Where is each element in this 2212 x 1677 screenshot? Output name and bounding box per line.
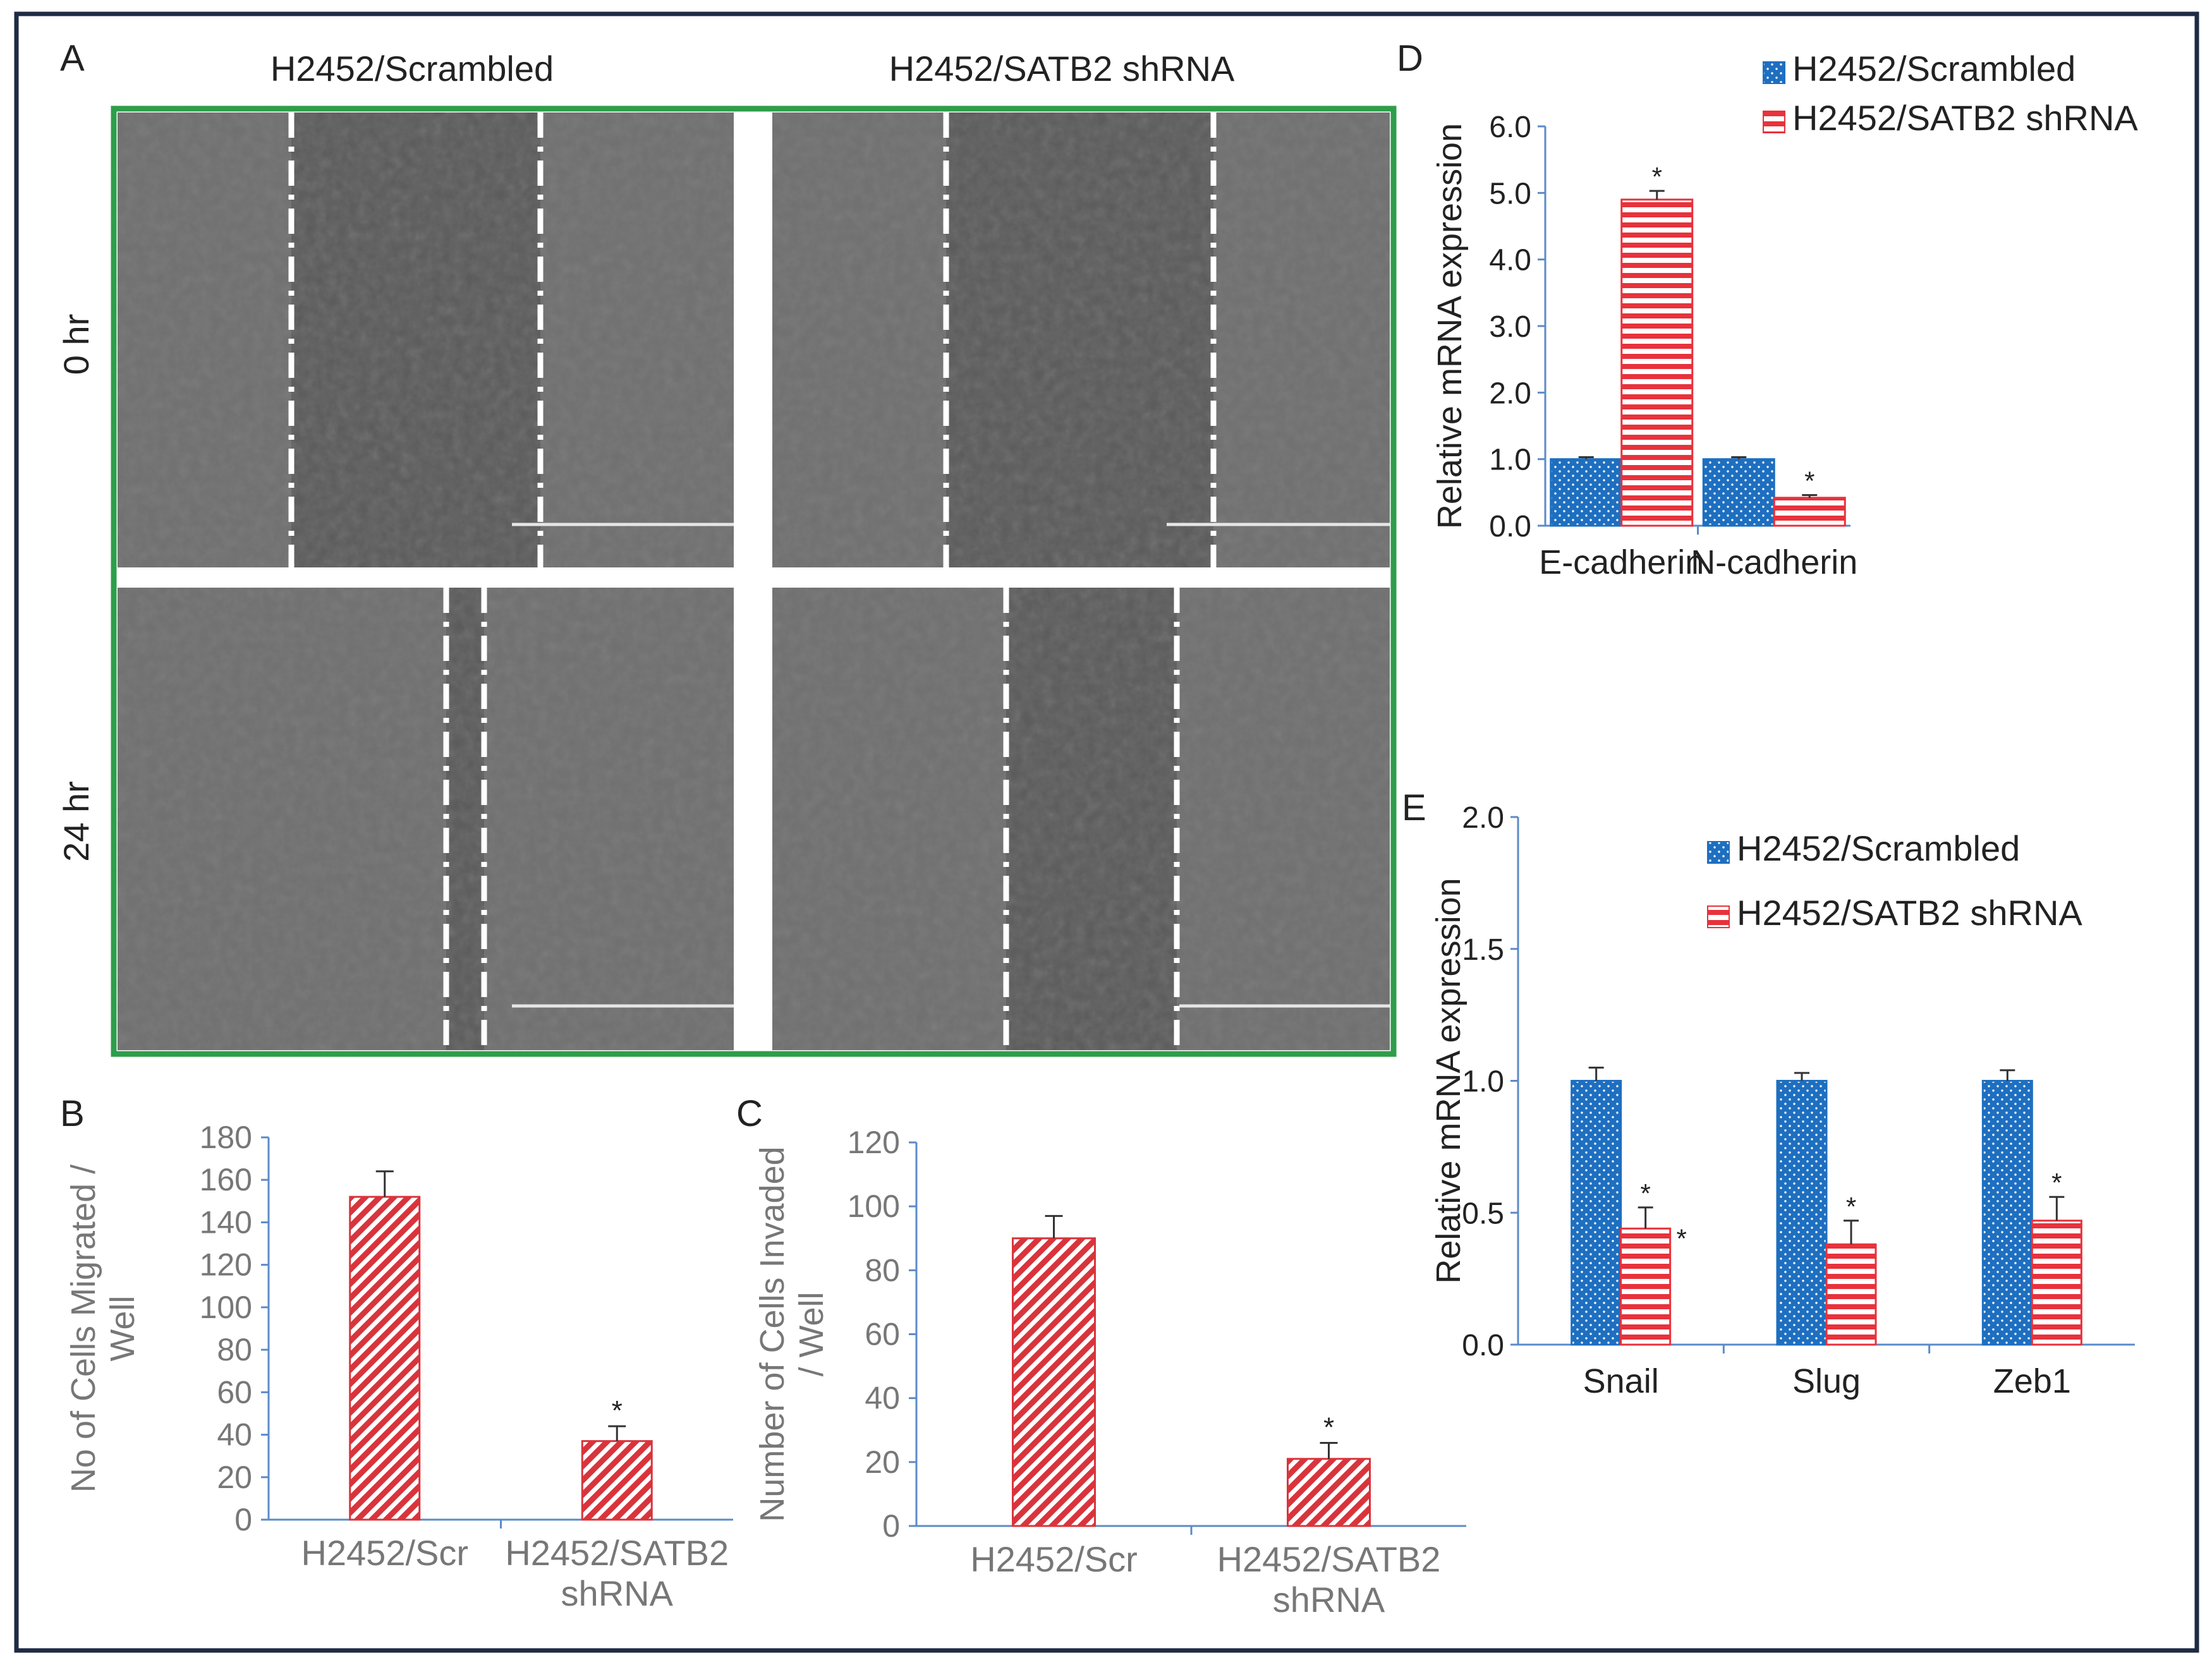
y-tick-label: 0.0 bbox=[1462, 1329, 1504, 1362]
micrograph-scrambled-24hr bbox=[118, 588, 734, 1050]
x-category-label: H2452/SATB2 bbox=[505, 1533, 729, 1573]
y-tick-label: 20 bbox=[217, 1460, 252, 1495]
bar bbox=[349, 1196, 421, 1521]
significance-marker: * bbox=[1652, 162, 1662, 191]
micrograph-scrambled-0hr bbox=[118, 112, 734, 567]
significance-marker: * bbox=[2051, 1168, 2062, 1197]
y-tick-label: 40 bbox=[217, 1417, 252, 1453]
legend-label: H2452/SATB2 shRNA bbox=[1792, 98, 2138, 138]
y-tick-label: 2.0 bbox=[1462, 801, 1504, 835]
y-tick-label: 160 bbox=[200, 1162, 252, 1197]
row-label-0hr: 0 hr bbox=[56, 314, 96, 375]
legend-swatch bbox=[1707, 841, 1730, 864]
y-tick-label: 20 bbox=[865, 1444, 900, 1480]
micrograph-shrna-24hr bbox=[772, 588, 1390, 1050]
y-tick-label: 6.0 bbox=[1489, 111, 1531, 144]
y-tick-label: 120 bbox=[848, 1125, 900, 1160]
y-tick-label: 60 bbox=[865, 1317, 900, 1352]
legend-label: H2452/Scrambled bbox=[1737, 828, 2020, 868]
y-tick-label: 3.0 bbox=[1489, 310, 1531, 344]
panel-c-chart: C 0 20 40 60 80 100 120 H2452/Scr * H2452/SATB2sh… bbox=[736, 1093, 1466, 1619]
legend-swatch bbox=[1763, 111, 1785, 133]
bar-scrambled bbox=[1550, 458, 1623, 527]
panel-b-chart: B 0 20 40 60 80 100 120 140 160 180 H2452/Scr * H245… bbox=[60, 1093, 733, 1613]
significance-marker: * bbox=[1323, 1412, 1334, 1443]
bar-shrna bbox=[1620, 198, 1694, 527]
y-tick-label: 120 bbox=[200, 1247, 252, 1283]
x-category-label: Slug bbox=[1792, 1362, 1861, 1400]
y-axis-label: Number of Cells Invaded/ Well bbox=[753, 1146, 830, 1522]
y-tick-label: 5.0 bbox=[1489, 177, 1531, 210]
x-category-label: H2452/SATB2 bbox=[1217, 1539, 1441, 1579]
significance-marker: * bbox=[612, 1395, 623, 1426]
y-axis-label-line: No of Cells Migrated / bbox=[64, 1165, 102, 1492]
bar bbox=[1287, 1458, 1371, 1527]
y-tick-label: 0.5 bbox=[1462, 1197, 1504, 1230]
y-tick-label: 80 bbox=[865, 1252, 900, 1288]
y-tick-label: 60 bbox=[217, 1374, 252, 1410]
y-tick-label: 0 bbox=[234, 1502, 252, 1537]
micrograph-shrna-0hr bbox=[772, 112, 1390, 567]
bar-shrna bbox=[1825, 1243, 1877, 1346]
y-tick-label: 1.0 bbox=[1462, 1065, 1504, 1099]
significance-marker: * bbox=[1804, 466, 1814, 496]
bar-scrambled bbox=[1981, 1080, 2033, 1346]
bar-scrambled bbox=[1571, 1080, 1622, 1346]
panel-a: A H2452/Scrambled H2452/SATB2 shRNA 0 hr… bbox=[56, 38, 1397, 1057]
panel-b-label: B bbox=[60, 1093, 85, 1134]
y-tick-label: 1.0 bbox=[1489, 444, 1531, 477]
significance-marker: * bbox=[1846, 1192, 1856, 1221]
panel-a-label: A bbox=[60, 38, 85, 79]
y-axis-label-line: / Well bbox=[793, 1292, 830, 1376]
x-category-label: shRNA bbox=[1273, 1580, 1385, 1619]
x-category-label: H2452/Scr bbox=[301, 1533, 468, 1573]
y-tick-label: 1.5 bbox=[1462, 933, 1504, 967]
y-tick-label: 100 bbox=[200, 1290, 252, 1325]
legend-label: H2452/Scrambled bbox=[1792, 49, 2075, 88]
bar bbox=[581, 1440, 653, 1521]
panel-c-label: C bbox=[736, 1093, 763, 1134]
bar-shrna bbox=[1620, 1227, 1672, 1346]
y-axis-label-line: Number of Cells Invaded bbox=[753, 1146, 791, 1522]
row-label-24hr: 24 hr bbox=[56, 781, 96, 862]
y-tick-label: 0 bbox=[882, 1508, 900, 1544]
significance-marker: * bbox=[1676, 1223, 1686, 1253]
y-tick-label: 140 bbox=[200, 1204, 252, 1240]
bar bbox=[1012, 1237, 1096, 1527]
x-category-label: Zeb1 bbox=[1993, 1362, 2071, 1400]
panel-e-chart: E 0.0 0.5 1.0 1.5 2.0 * * Snail * Slug * Zeb1 Relati… bbox=[1402, 787, 2135, 1400]
x-category-label: N-cadherin bbox=[1691, 543, 1857, 581]
y-axis-label: Relative mRNA expression bbox=[1431, 123, 1469, 529]
x-category-label: Snail bbox=[1583, 1362, 1659, 1400]
legend-label: H2452/SATB2 shRNA bbox=[1737, 893, 2082, 933]
y-tick-label: 180 bbox=[200, 1120, 252, 1155]
x-category-label: E-cadherin bbox=[1539, 543, 1704, 581]
col-title-scrambled: H2452/Scrambled bbox=[270, 49, 554, 88]
panel-d-chart: D 0.0 1.0 2.0 3.0 4.0 5.0 6.0 * E-cadherin * N-cad… bbox=[1397, 38, 2138, 581]
y-tick-label: 100 bbox=[848, 1189, 900, 1224]
panel-d-label: D bbox=[1397, 38, 1423, 79]
bar-scrambled bbox=[1702, 458, 1775, 527]
y-tick-label: 0.0 bbox=[1489, 510, 1531, 543]
col-title-shrna: H2452/SATB2 shRNA bbox=[889, 49, 1235, 88]
y-axis-label: No of Cells Migrated /Well bbox=[64, 1165, 142, 1492]
significance-marker: * bbox=[1640, 1178, 1650, 1208]
bar-scrambled bbox=[1776, 1080, 1828, 1346]
panel-e-label: E bbox=[1402, 787, 1426, 828]
legend-swatch bbox=[1763, 61, 1785, 84]
y-tick-label: 40 bbox=[865, 1381, 900, 1416]
x-category-label: H2452/Scr bbox=[970, 1539, 1138, 1579]
legend-swatch bbox=[1707, 905, 1730, 928]
y-axis-label: Relative mRNA expression bbox=[1430, 878, 1468, 1283]
bar-shrna bbox=[1773, 497, 1846, 527]
y-tick-label: 2.0 bbox=[1489, 377, 1531, 410]
y-tick-label: 4.0 bbox=[1489, 244, 1531, 277]
x-category-label: shRNA bbox=[561, 1573, 674, 1613]
bar-shrna bbox=[2031, 1220, 2082, 1346]
y-axis-label-line: Well bbox=[104, 1295, 142, 1361]
y-tick-label: 80 bbox=[217, 1332, 252, 1367]
